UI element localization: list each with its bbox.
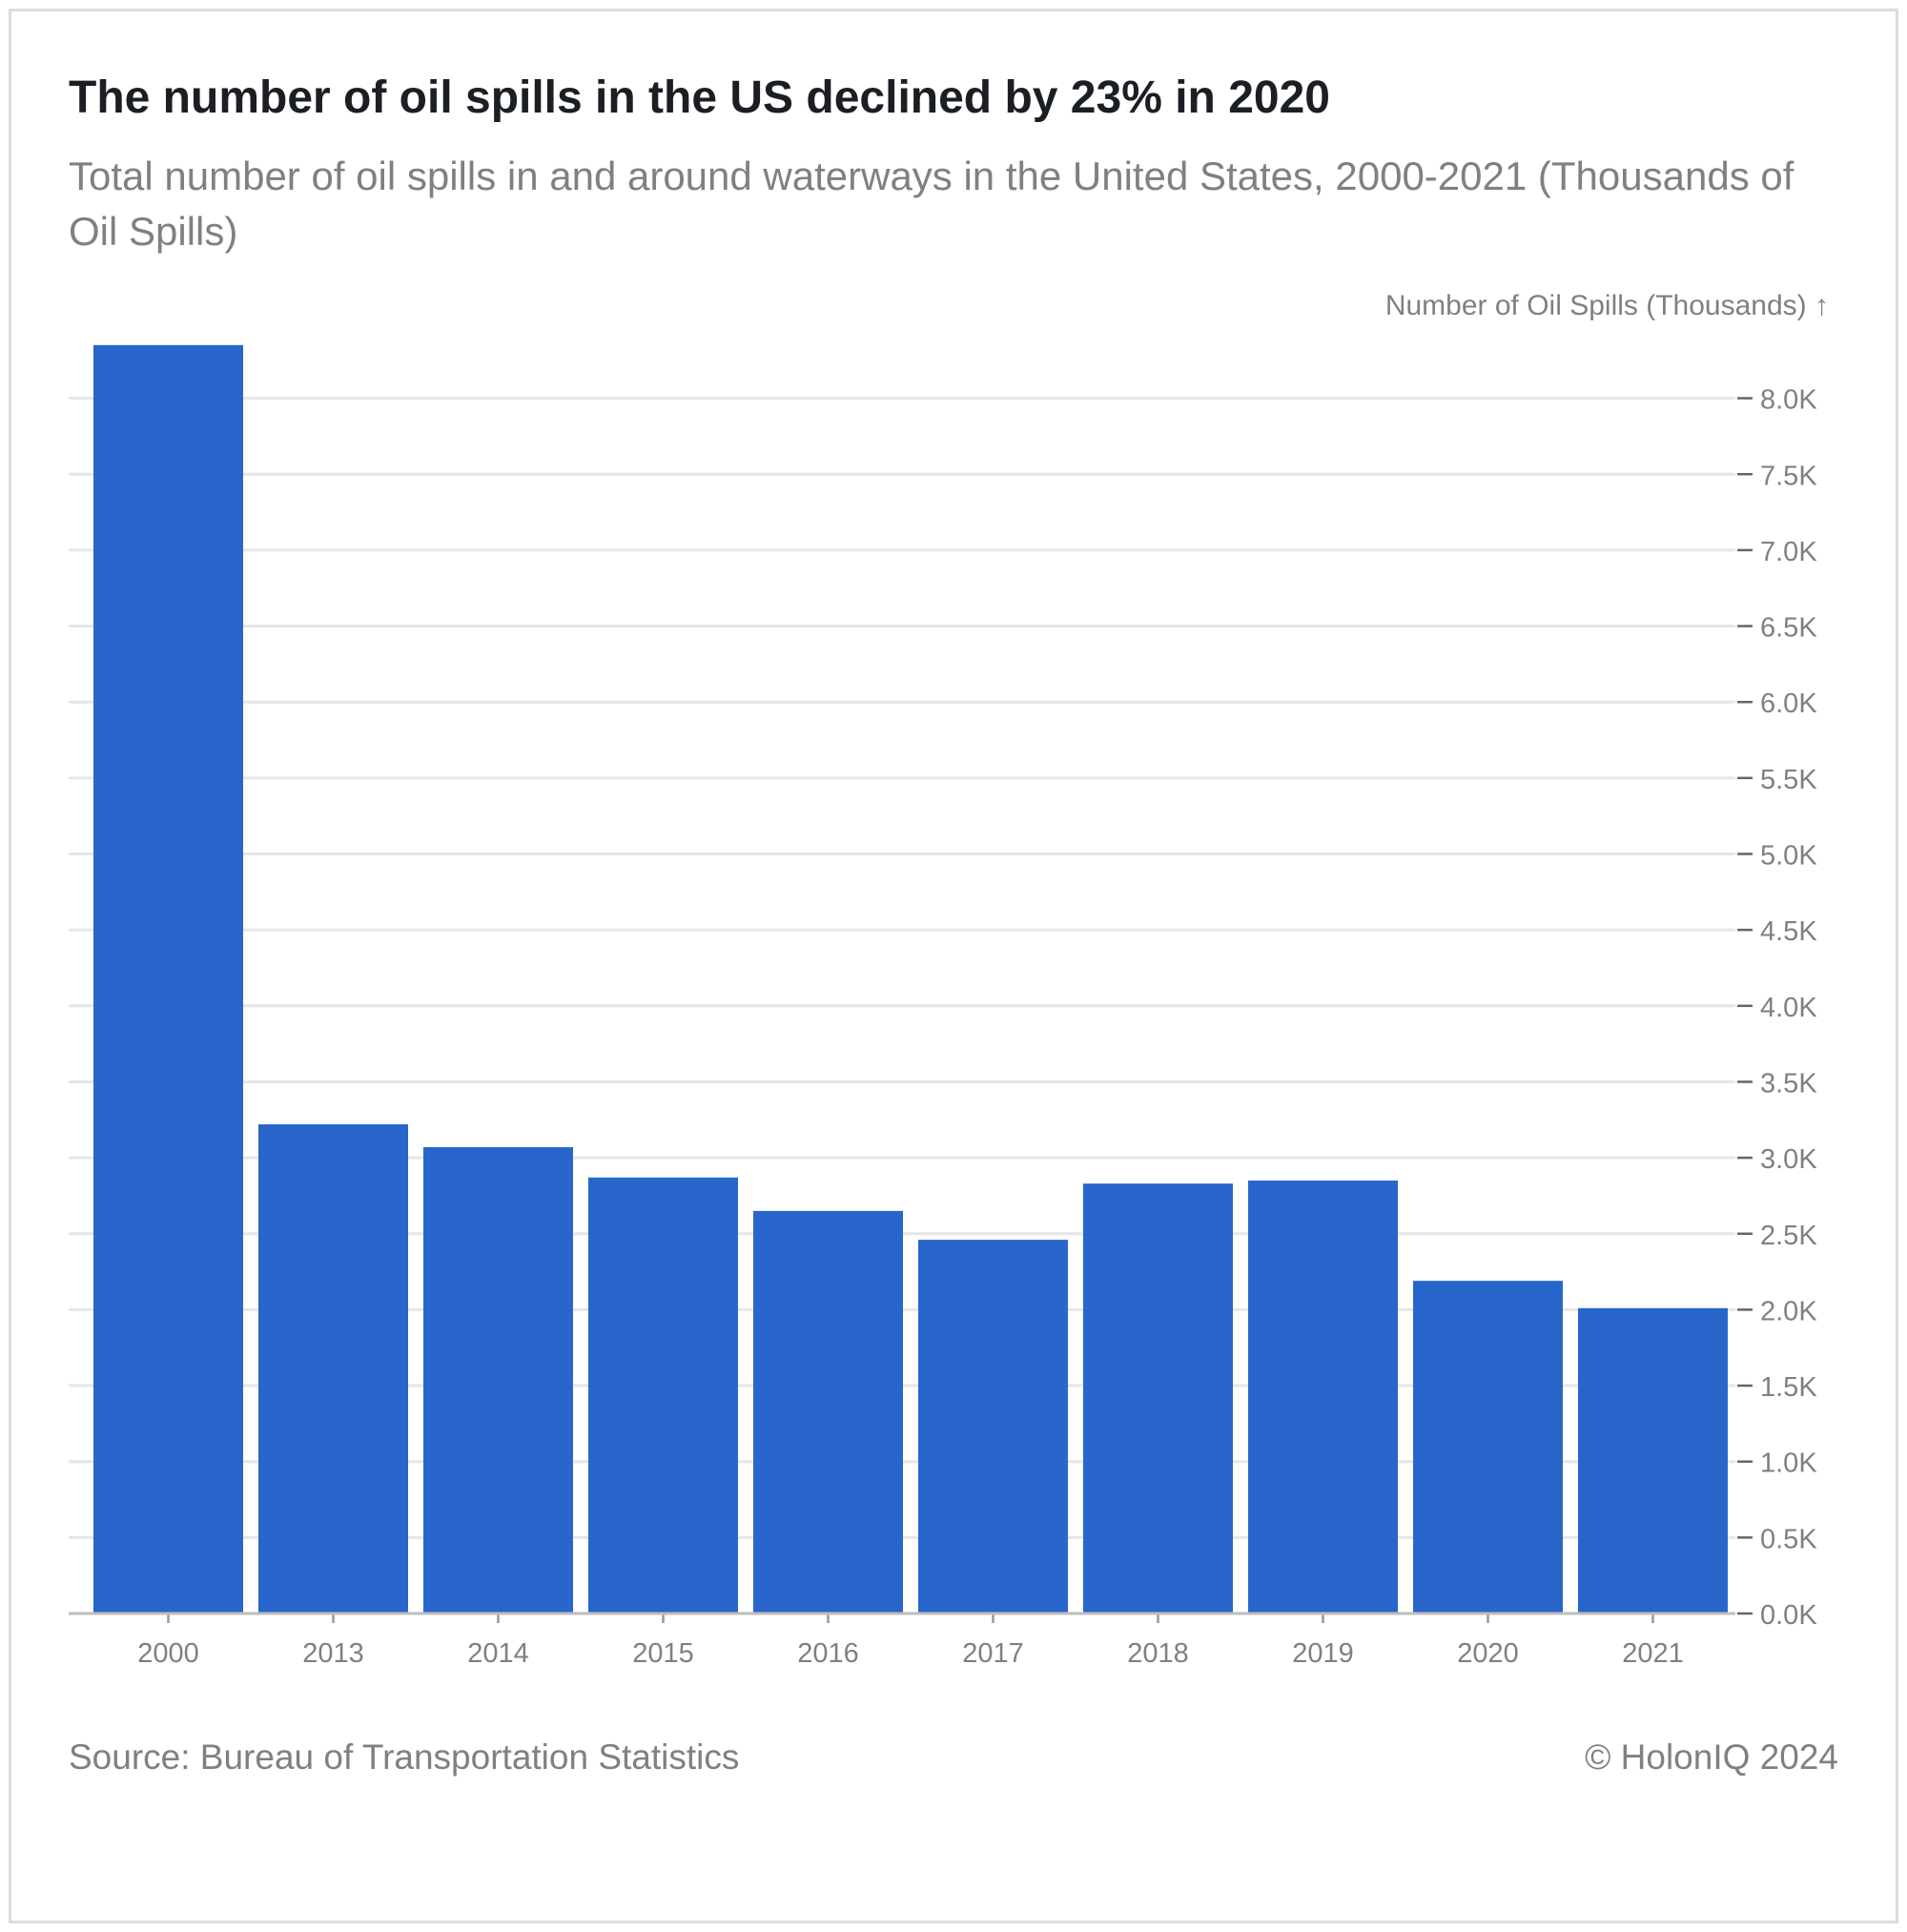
bar-2019 [1248,1180,1398,1613]
x-tick-label: 2017 [962,1638,1024,1669]
bars [93,344,1728,1614]
y-tick-label: 4.5K [1760,916,1817,947]
y-tick-label: 3.0K [1760,1144,1817,1175]
x-tick-label: 2021 [1622,1638,1684,1669]
y-tick-label: 5.0K [1760,841,1817,872]
y-tick-label: 4.0K [1760,993,1817,1023]
y-tick-label: 6.5K [1760,613,1817,644]
copyright-note: © HolonIQ 2024 [1585,1737,1838,1777]
y-tick-label: 2.0K [1760,1296,1817,1326]
x-tick-label: 2013 [302,1638,364,1669]
x-tick-label: 2020 [1457,1638,1519,1669]
x-tick-label: 2018 [1127,1638,1189,1669]
bar-2020 [1413,1281,1563,1613]
x-tick-label: 2015 [632,1638,694,1669]
bar-2017 [918,1240,1068,1613]
bar-2016 [753,1210,903,1613]
y-axis-label: Number of Oil Spills (Thousands) ↑ [1385,290,1829,321]
chart-title: The number of oil spills in the US decli… [69,72,1330,123]
y-tick-label: 7.5K [1760,461,1817,491]
bar-2021 [1578,1307,1728,1613]
axes: 0.0K 0.5K 1.0K 1.5K 2.0K 2.5K 3.0K 3.5K 4.0K 4.5K… [69,385,1817,1669]
bar-2015 [588,1177,738,1613]
chart-subtitle: Total number of oil spills in and around… [69,154,1794,254]
bar-2014 [423,1146,573,1613]
x-tick-label: 2000 [137,1638,199,1669]
y-tick-label: 0.5K [1760,1524,1817,1554]
x-tick-label: 2016 [797,1638,859,1669]
source-note: Source: Bureau of Transportation Statist… [69,1737,740,1777]
bar-2013 [258,1124,408,1613]
x-tick-label: 2014 [467,1638,529,1669]
y-tick-label: 5.5K [1760,765,1817,795]
y-tick-label: 2.5K [1760,1221,1817,1251]
y-tick-label: 8.0K [1760,385,1817,416]
y-tick-label: 0.0K [1760,1600,1817,1631]
y-tick-label: 6.0K [1760,689,1817,719]
x-tick-label: 2019 [1292,1638,1354,1669]
y-tick-label: 7.0K [1760,537,1817,567]
y-tick-label: 3.5K [1760,1068,1817,1099]
y-tick-label: 1.0K [1760,1449,1817,1479]
bar-2000 [93,344,243,1614]
bar-2018 [1083,1183,1233,1613]
y-tick-label: 1.5K [1760,1372,1817,1403]
